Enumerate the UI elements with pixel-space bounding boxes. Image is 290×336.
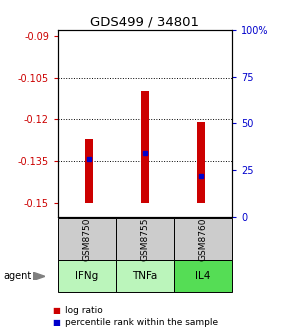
Text: percentile rank within the sample: percentile rank within the sample bbox=[65, 318, 218, 327]
Bar bbox=[141, 91, 149, 203]
Text: agent: agent bbox=[3, 271, 31, 281]
Polygon shape bbox=[33, 272, 45, 280]
Text: GSM8755: GSM8755 bbox=[140, 218, 150, 261]
Text: IL4: IL4 bbox=[195, 271, 211, 281]
Text: TNFa: TNFa bbox=[132, 271, 158, 281]
Text: IFNg: IFNg bbox=[75, 271, 99, 281]
Text: ■: ■ bbox=[52, 318, 60, 327]
Text: ■: ■ bbox=[52, 306, 60, 315]
Text: GSM8750: GSM8750 bbox=[82, 218, 92, 261]
Text: GSM8760: GSM8760 bbox=[198, 218, 208, 261]
Text: log ratio: log ratio bbox=[65, 306, 103, 315]
Bar bbox=[85, 139, 93, 203]
Text: GDS499 / 34801: GDS499 / 34801 bbox=[90, 15, 200, 28]
Bar bbox=[197, 122, 205, 203]
